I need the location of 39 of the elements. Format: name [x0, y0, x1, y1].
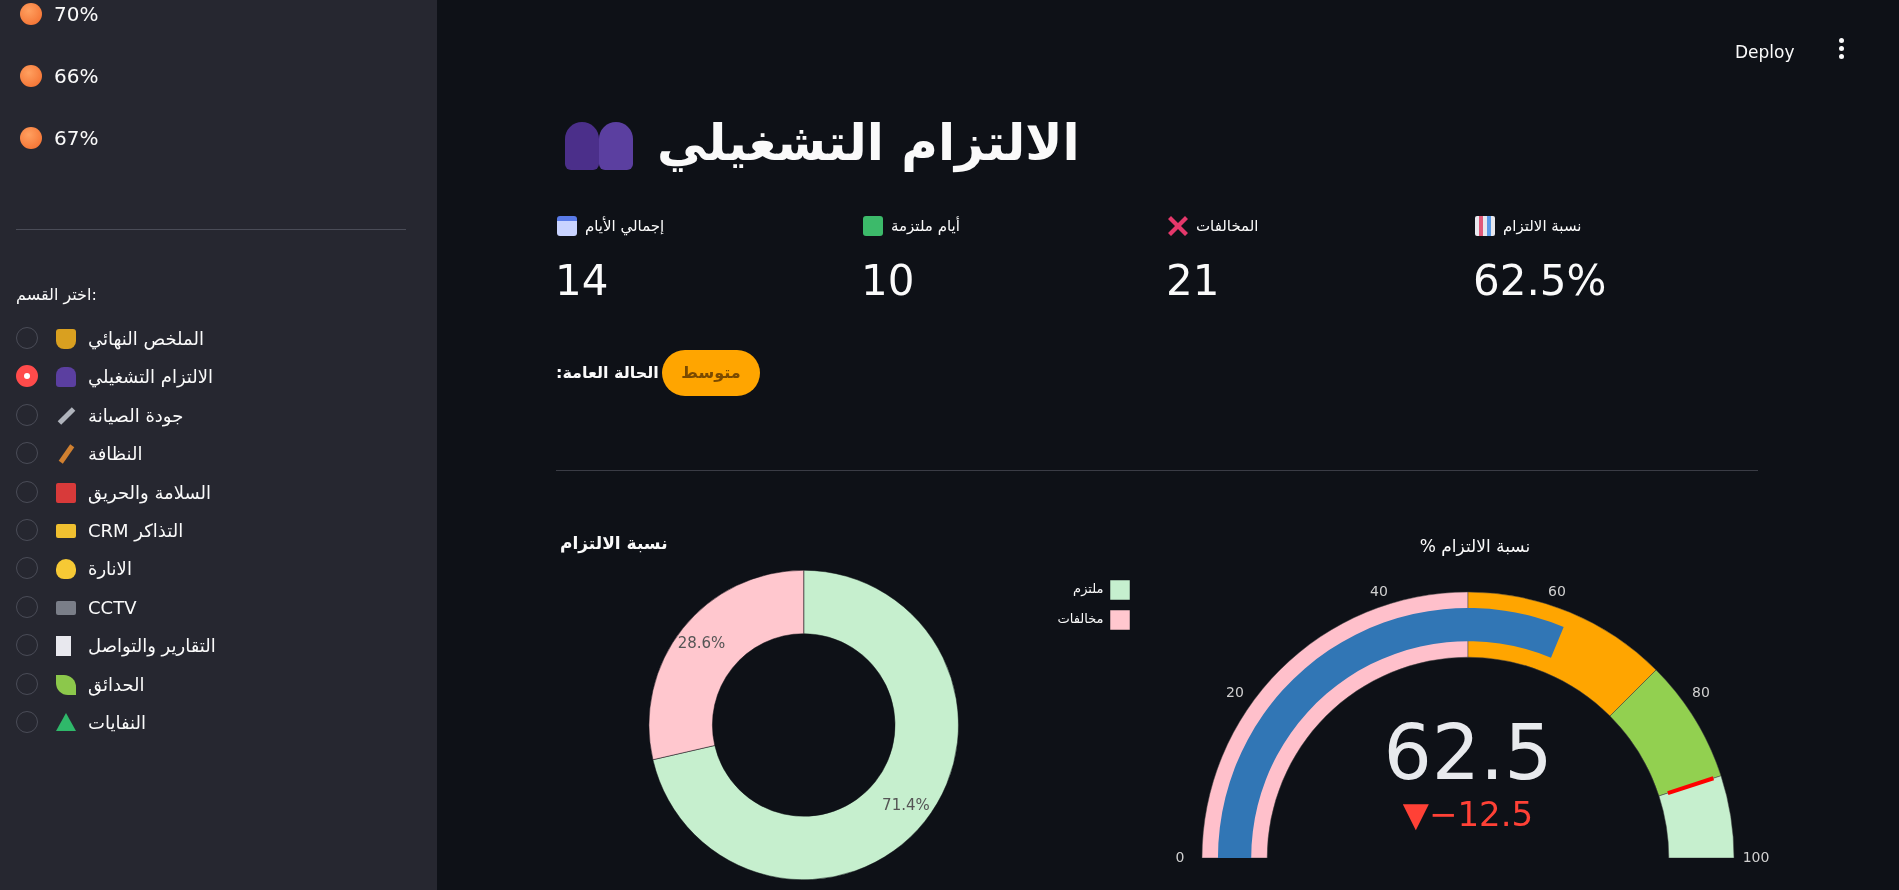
data-label: 71.4% — [882, 796, 930, 815]
text: التذاكر CRM — [88, 519, 184, 544]
text: الالتزام التشغيلي — [88, 365, 214, 390]
text: التقارير والتواصل — [88, 634, 216, 659]
text: أيام ملتزمة — [891, 215, 960, 237]
text: 67% — [54, 125, 99, 151]
text: 80 — [1691, 683, 1711, 702]
text: الالتزام التشغيلي — [657, 113, 1080, 175]
text: 0 — [1174, 848, 1186, 866]
text: اختر القسم: — [16, 284, 97, 306]
text: النظافة — [88, 442, 143, 467]
text: 21 — [1166, 255, 1220, 307]
chart-title: نسبة الالتزام — [560, 532, 668, 556]
text: نسبة الالتزام % — [1418, 535, 1532, 558]
text: الانارة — [88, 557, 132, 582]
text: 62.5% — [1473, 255, 1607, 307]
text: 70% — [54, 1, 99, 27]
text: 100 — [1741, 848, 1771, 866]
deploy-button: Deploy — [1727, 38, 1803, 66]
text: الملخص النهائي — [88, 327, 204, 352]
text: CCTV — [88, 595, 137, 620]
text: جودة الصيانة — [88, 403, 184, 429]
text: 20 — [1225, 683, 1245, 702]
text: إجمالي الأيام — [585, 215, 665, 238]
text: نسبة الالتزام — [1503, 216, 1582, 237]
text: النفايات — [88, 711, 146, 735]
text: 60 — [1547, 581, 1567, 600]
text: 40 — [1369, 581, 1389, 600]
text: المخالفات — [1196, 216, 1259, 237]
text: متوسط — [662, 350, 760, 396]
data-label: 28.6% — [677, 633, 726, 652]
text: 10 — [861, 255, 915, 307]
legend-label: مخالفات — [1057, 611, 1104, 627]
text: الحدائق — [88, 672, 145, 698]
text: الحالة العامة: — [556, 362, 659, 384]
legend-label: ملتزم — [1073, 581, 1104, 598]
text: 66% — [54, 63, 99, 89]
text: 14 — [555, 255, 609, 307]
text: السلامة والحريق — [88, 480, 212, 506]
